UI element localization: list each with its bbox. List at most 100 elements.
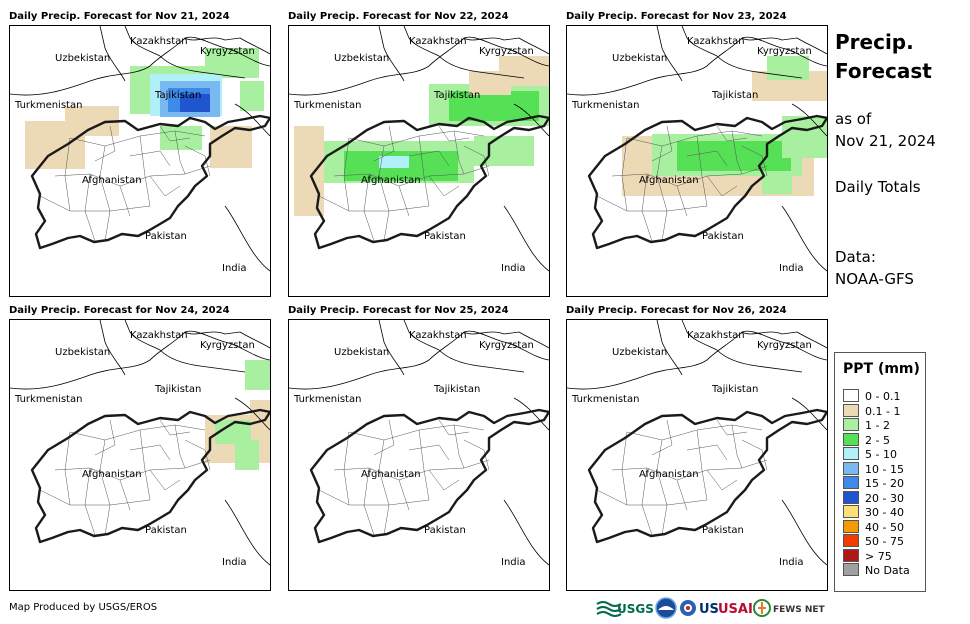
precip-cell: [469, 83, 475, 89]
precip-cell: [414, 147, 420, 153]
precip-cell: [31, 139, 37, 145]
precip-cell: [257, 372, 263, 378]
precip-cell: [455, 103, 461, 109]
precip-cell: [398, 175, 404, 181]
precip-cell: [712, 134, 718, 140]
precip-cell: [214, 105, 220, 111]
precip-cell: [330, 141, 336, 147]
precip-cell: [403, 162, 409, 168]
precip-cell: [130, 108, 136, 114]
fewsnet-logo: FEWS NET: [753, 599, 826, 617]
precip-cell: [258, 81, 264, 87]
precip-cell: [473, 109, 479, 115]
precip-cell: [294, 132, 300, 138]
precip-cell: [142, 72, 148, 78]
precip-cell: [689, 159, 695, 165]
precip-cell: [768, 182, 774, 188]
precip-cell: [803, 68, 809, 74]
precip-cell: [505, 77, 511, 83]
precip-cell: [664, 190, 670, 196]
precip-cell: [473, 115, 479, 121]
precip-cell: [89, 118, 95, 124]
precip-cell: [306, 156, 312, 162]
precip-cell: [294, 180, 300, 186]
precip-cell: [178, 144, 184, 150]
precip-cell: [426, 147, 432, 153]
precip-cell: [156, 98, 162, 104]
precip-cell: [521, 97, 527, 103]
precip-cell: [318, 180, 324, 186]
precip-cell: [217, 48, 223, 54]
precip-cell: [210, 150, 216, 156]
precip-cell: [767, 56, 773, 62]
precip-cell: [312, 204, 318, 210]
precip-cell: [386, 151, 392, 157]
precip-cell: [253, 54, 259, 60]
precip-cell: [480, 154, 486, 160]
precip-cell: [208, 111, 214, 117]
precip-cell: [217, 60, 223, 66]
map-label-afghanistan: Afghanistan: [82, 469, 142, 480]
legend-swatch: [843, 403, 859, 417]
precip-cell: [497, 103, 503, 109]
noaa-logo: [655, 597, 677, 619]
precip-cell: [223, 445, 229, 451]
precip-cell: [204, 74, 210, 80]
precip-cell: [160, 126, 166, 132]
precip-cell: [634, 190, 640, 196]
precip-cell: [773, 68, 779, 74]
precip-cell: [812, 116, 818, 122]
forecast-map-day-3: Kazakhstan Kyrgyzstan Uzbekistan Tajikistan…: [566, 25, 828, 297]
precip-cell: [429, 90, 435, 96]
precip-cell: [37, 133, 43, 139]
precip-cell: [25, 139, 31, 145]
precip-cell: [397, 156, 403, 162]
precip-cell: [211, 54, 217, 60]
precip-cell: [786, 176, 792, 182]
precip-cell: [67, 163, 73, 169]
precip-cell: [509, 115, 515, 121]
precip-cell: [683, 159, 689, 165]
precip-cell: [113, 124, 119, 130]
precip-cell: [701, 147, 707, 153]
precip-cell: [241, 60, 247, 66]
precip-cell: [818, 134, 824, 140]
precip-cell: [481, 77, 487, 83]
precip-cell: [802, 184, 808, 190]
precip-cell: [192, 100, 198, 106]
precip-cell: [77, 124, 83, 130]
precip-cell: [788, 140, 794, 146]
precip-cell: [628, 178, 634, 184]
precip-cell: [774, 176, 780, 182]
precip-cell: [428, 151, 434, 157]
precip-cell: [216, 132, 222, 138]
precip-cell: [677, 147, 683, 153]
precip-cell: [774, 182, 780, 188]
precip-cell: [749, 141, 755, 147]
precip-cell: [713, 141, 719, 147]
precip-cell: [205, 60, 211, 66]
precip-cell: [800, 128, 806, 134]
precip-cell: [773, 141, 779, 147]
precip-cell: [410, 163, 416, 169]
precip-cell: [481, 89, 487, 95]
precip-cell: [742, 184, 748, 190]
precip-cell: [25, 163, 31, 169]
precip-cell: [402, 147, 408, 153]
precip-cell: [773, 74, 779, 80]
precip-cell: [818, 83, 824, 89]
map-label-uzbekistan: Uzbekistan: [55, 347, 110, 358]
precip-cell: [330, 153, 336, 159]
precip-cell: [450, 147, 456, 153]
precip-cell: [516, 160, 522, 166]
precip-cell: [748, 170, 754, 176]
precip-cell: [156, 80, 162, 86]
precip-cell: [31, 133, 37, 139]
precip-cell: [214, 87, 220, 93]
precip-cell: [485, 97, 491, 103]
precip-cell: [241, 458, 247, 464]
precip-cell: [55, 139, 61, 145]
precip-cell: [196, 126, 202, 132]
precip-cell: [246, 99, 252, 105]
precip-cell: [719, 153, 725, 159]
